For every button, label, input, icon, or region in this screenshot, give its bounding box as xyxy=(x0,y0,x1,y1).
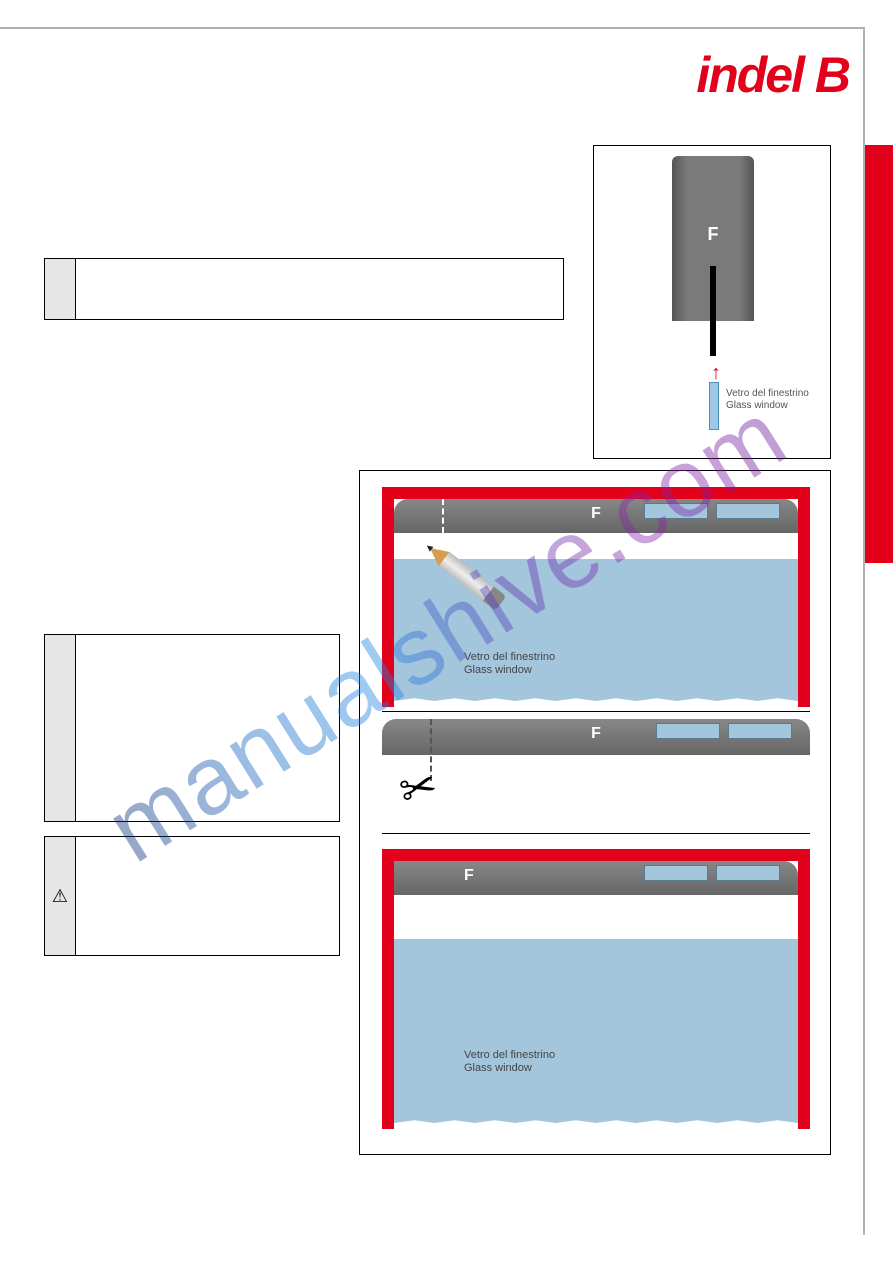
scissors-icon: ✂ xyxy=(394,759,443,818)
fig15-divider-2 xyxy=(382,833,810,834)
info-box-3-icon-col: ⚠ xyxy=(44,836,76,956)
fig15-p1-inner: F Vetro del finestrino Glass window xyxy=(394,499,798,707)
fig15-p1-glass xyxy=(394,559,798,707)
fig14-glass-label-it: Vetro del finestrino xyxy=(726,388,809,399)
fig15-p1-wavy-edge xyxy=(394,694,798,708)
fig15-p1-frame: F Vetro del finestrino Glass window xyxy=(382,487,810,707)
fig15-panel-3: F Vetro del finestrino Glass window xyxy=(382,849,810,1129)
fig15-p3-wavy-edge xyxy=(394,1116,798,1130)
figure-14: F ↑ Vetro del finestrino Glass window xyxy=(593,145,831,459)
fig15-p1-gasket: F xyxy=(394,499,798,533)
glass-label-it: Vetro del finestrino xyxy=(464,1049,555,1061)
fig14-glass-label-en: Glass window xyxy=(726,400,788,411)
glass-label-en: Glass window xyxy=(464,1062,532,1074)
fig15-p1-vents xyxy=(644,503,780,519)
fig15-divider-1 xyxy=(382,711,810,712)
info-box-1 xyxy=(44,258,564,320)
fig15-p3-gasket-label: F xyxy=(464,867,474,885)
vent-slot xyxy=(716,503,780,519)
side-red-tab xyxy=(865,145,893,563)
glass-label-it: Vetro del finestrino xyxy=(464,651,555,663)
fig15-p3-inner: F Vetro del finestrino Glass window xyxy=(394,861,798,1129)
fig14-gasket-label: F xyxy=(672,224,754,245)
warning-icon: ⚠ xyxy=(52,886,68,907)
fig15-p2-gasket: F xyxy=(382,719,810,755)
glass-label-en: Glass window xyxy=(464,664,532,676)
fig15-p2-gasket-label: F xyxy=(591,725,601,743)
fig15-p1-gasket-label: F xyxy=(591,505,601,523)
vent-slot xyxy=(716,865,780,881)
fig14-gasket: F xyxy=(672,156,754,356)
vent-slot xyxy=(644,503,708,519)
fig15-p1-dashed-mark xyxy=(442,499,444,533)
fig15-p3-vents xyxy=(644,865,780,881)
fig15-p3-gasket: F xyxy=(394,861,798,895)
fig14-glass-strip xyxy=(709,382,719,430)
fig15-p3-glass xyxy=(394,939,798,1129)
fig14-gasket-slit xyxy=(710,266,716,356)
vent-slot xyxy=(728,723,792,739)
fig15-p1-glass-label: Vetro del finestrino Glass window xyxy=(464,651,555,677)
figure-15: F Vetro del finestrino Glass window xyxy=(359,470,831,1155)
vent-slot xyxy=(656,723,720,739)
fig15-panel-2: F ✂ xyxy=(382,719,810,819)
fig15-panel-1: F Vetro del finestrino Glass window xyxy=(382,487,810,707)
fig15-p3-frame: F Vetro del finestrino Glass window xyxy=(382,849,810,1129)
info-box-2-text xyxy=(76,634,340,822)
info-box-2-icon-col xyxy=(44,634,76,822)
vent-slot xyxy=(644,865,708,881)
fig15-p2-vents xyxy=(656,723,792,739)
fig15-p3-glass-label: Vetro del finestrino Glass window xyxy=(464,1049,555,1075)
info-box-3: ⚠ xyxy=(44,836,340,956)
info-box-2 xyxy=(44,634,340,822)
info-box-3-text xyxy=(76,836,340,956)
info-box-1-icon-col xyxy=(44,258,76,320)
fig14-glass-label: Vetro del finestrino Glass window xyxy=(726,388,809,412)
info-box-1-text xyxy=(76,258,564,320)
brand-logo: indel B xyxy=(696,46,849,104)
